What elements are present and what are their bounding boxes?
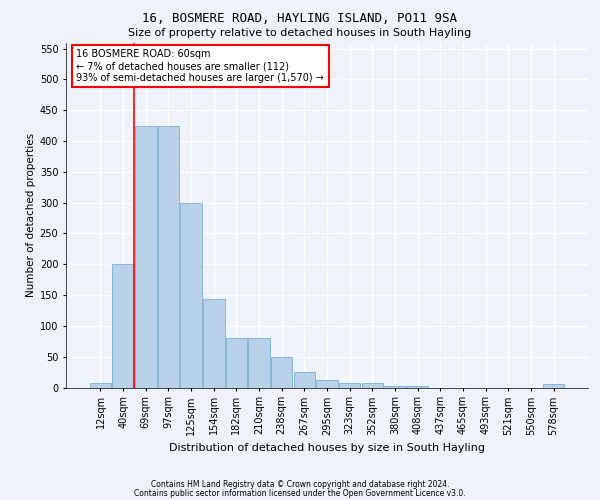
Bar	[339, 382, 361, 388]
Bar	[90, 382, 111, 388]
Text: 16 BOSMERE ROAD: 60sqm
← 7% of detached houses are smaller (112)
93% of semi-det: 16 BOSMERE ROAD: 60sqm ← 7% of detached …	[76, 50, 325, 82]
Text: Size of property relative to detached houses in South Hayling: Size of property relative to detached ho…	[128, 28, 472, 38]
Bar	[181, 202, 202, 388]
Bar	[226, 338, 247, 388]
Bar	[248, 338, 270, 388]
Text: Contains HM Land Registry data © Crown copyright and database right 2024.: Contains HM Land Registry data © Crown c…	[151, 480, 449, 489]
Text: Contains public sector information licensed under the Open Government Licence v3: Contains public sector information licen…	[134, 488, 466, 498]
X-axis label: Distribution of detached houses by size in South Hayling: Distribution of detached houses by size …	[169, 443, 485, 453]
Bar	[362, 382, 383, 388]
Bar	[543, 384, 564, 388]
Bar	[316, 380, 338, 388]
Bar	[158, 126, 179, 388]
Bar	[271, 356, 292, 388]
Bar	[293, 372, 315, 388]
Y-axis label: Number of detached properties: Number of detached properties	[26, 133, 35, 297]
Bar	[135, 126, 157, 388]
Bar	[384, 386, 406, 388]
Bar	[407, 386, 428, 388]
Text: 16, BOSMERE ROAD, HAYLING ISLAND, PO11 9SA: 16, BOSMERE ROAD, HAYLING ISLAND, PO11 9…	[143, 12, 458, 26]
Bar	[112, 264, 134, 388]
Bar	[203, 300, 224, 388]
